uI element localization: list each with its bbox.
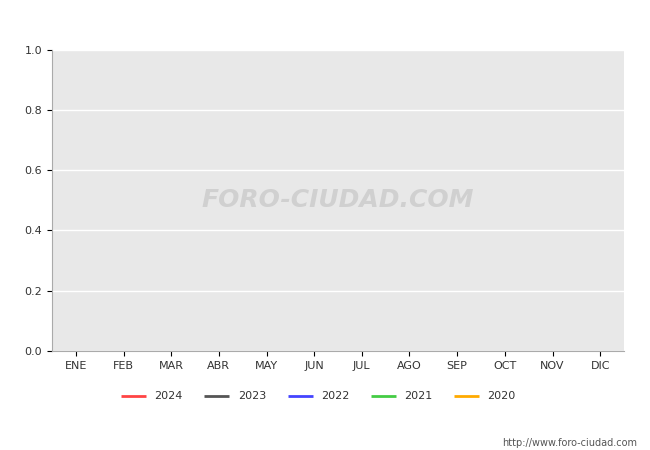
Text: 2022: 2022 xyxy=(321,391,349,401)
Text: http://www.foro-ciudad.com: http://www.foro-ciudad.com xyxy=(502,438,637,448)
Text: 2021: 2021 xyxy=(404,391,432,401)
Text: FORO-CIUDAD.COM: FORO-CIUDAD.COM xyxy=(202,188,474,212)
Text: 2023: 2023 xyxy=(238,391,266,401)
Text: Matriculaciones de Vehiculos en Bercimuel: Matriculaciones de Vehiculos en Bercimue… xyxy=(132,11,518,29)
Text: 2024: 2024 xyxy=(155,391,183,401)
Text: 2020: 2020 xyxy=(488,391,515,401)
